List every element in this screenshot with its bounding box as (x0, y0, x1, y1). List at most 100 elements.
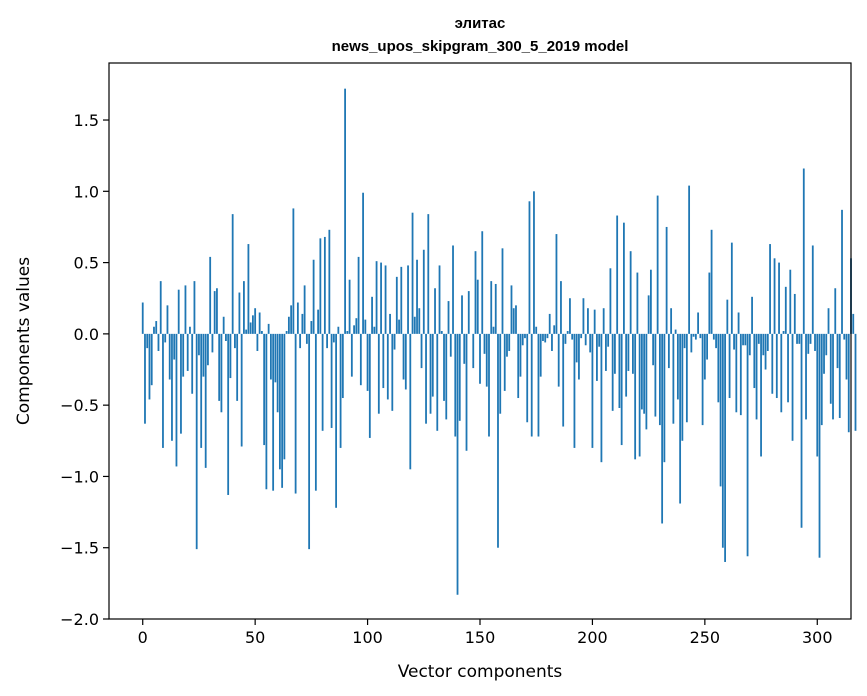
bar-309 (836, 333, 839, 369)
bar-279 (769, 244, 771, 334)
bar-35 (220, 333, 223, 413)
bar-162 (506, 333, 508, 357)
y-axis-ticks: −2.0 −1.5 −1.0 −0.5 0.0 0.5 1.0 1.5 (60, 111, 109, 629)
bar-49 (252, 315, 254, 334)
bar-41 (234, 333, 236, 349)
bar-22 (191, 333, 194, 394)
bar-192 (573, 333, 576, 448)
bar-310 (838, 333, 841, 418)
bar-105 (377, 333, 380, 414)
bar-82 (326, 333, 328, 349)
bar-252 (708, 272, 711, 334)
bar-256 (717, 333, 720, 403)
y-tick-label-0: −2.0 (60, 610, 99, 629)
bar-209 (611, 333, 614, 411)
bar-228 (654, 333, 657, 417)
bar-47 (247, 244, 250, 334)
bar-174 (533, 191, 535, 334)
bar-128 (429, 333, 432, 414)
bar-68 (294, 333, 297, 494)
bar-198 (587, 308, 589, 334)
bar-154 (488, 333, 490, 437)
bar-197 (584, 333, 587, 346)
bar-171 (526, 333, 529, 423)
bar-83 (328, 229, 331, 334)
bar-250 (703, 333, 706, 380)
bar-36 (222, 316, 225, 334)
bar-203 (598, 333, 601, 347)
bar-17 (180, 333, 182, 434)
bar-191 (571, 333, 574, 340)
bar-231 (661, 333, 664, 524)
bar-6 (155, 321, 158, 334)
bar-184 (555, 234, 558, 334)
bar-218 (632, 333, 634, 374)
bar-183 (553, 325, 556, 334)
bar-313 (845, 333, 848, 380)
bar-85 (332, 333, 335, 343)
bar-169 (521, 333, 524, 346)
bar-307 (832, 333, 834, 420)
bar-126 (425, 333, 427, 424)
bar-152 (483, 333, 486, 354)
bar-222 (640, 333, 643, 410)
bar-224 (645, 333, 648, 430)
bar-276 (762, 333, 765, 356)
bar-86 (335, 333, 337, 508)
bar-111 (391, 333, 394, 411)
bar-237 (674, 329, 677, 334)
bar-200 (591, 333, 594, 448)
bar-211 (616, 215, 619, 334)
bar-167 (517, 333, 520, 399)
bar-67 (292, 208, 295, 334)
bar-195 (580, 333, 583, 339)
bar-158 (497, 333, 499, 548)
bar-164 (510, 285, 513, 334)
bar-193 (575, 333, 578, 363)
bar-311 (841, 209, 843, 334)
bar-151 (481, 231, 484, 334)
bar-78 (317, 309, 320, 334)
bar-115 (400, 266, 403, 334)
bar-42 (236, 333, 239, 401)
bar-124 (420, 333, 423, 369)
bar-95 (355, 318, 358, 334)
bar-260 (726, 299, 729, 334)
bar-281 (773, 258, 776, 334)
bar-294 (802, 168, 805, 334)
bar-7 (157, 333, 160, 351)
bar-170 (524, 333, 526, 339)
bar-210 (614, 333, 616, 374)
bar-141 (458, 333, 461, 421)
bar-48 (249, 322, 252, 334)
bar-138 (452, 245, 454, 334)
y-tick-label-1: −1.5 (60, 539, 99, 558)
bar-144 (465, 333, 468, 451)
bar-156 (492, 326, 495, 334)
bar-175 (535, 326, 538, 334)
bar-79 (319, 238, 322, 334)
bar-31 (211, 333, 214, 353)
y-tick-label-6: 1.0 (74, 182, 99, 201)
bar-59 (274, 333, 277, 383)
bar-91 (346, 331, 349, 334)
bar-303 (823, 333, 825, 374)
bar-53 (261, 331, 263, 334)
bar-187 (562, 333, 565, 427)
bar-271 (751, 296, 753, 334)
bar-296 (807, 333, 810, 354)
bar-26 (200, 333, 203, 448)
bar-206 (605, 333, 607, 371)
bar-301 (818, 333, 821, 558)
bar-220 (636, 272, 639, 334)
bar-178 (542, 333, 544, 341)
bar-19 (184, 285, 187, 334)
bar-117 (404, 333, 407, 390)
bar-241 (683, 333, 686, 349)
bar-157 (494, 283, 497, 334)
bar-18 (182, 333, 185, 377)
bar-161 (503, 333, 506, 391)
bar-213 (620, 333, 623, 446)
bar-66 (290, 305, 293, 334)
bar-96 (357, 256, 360, 334)
